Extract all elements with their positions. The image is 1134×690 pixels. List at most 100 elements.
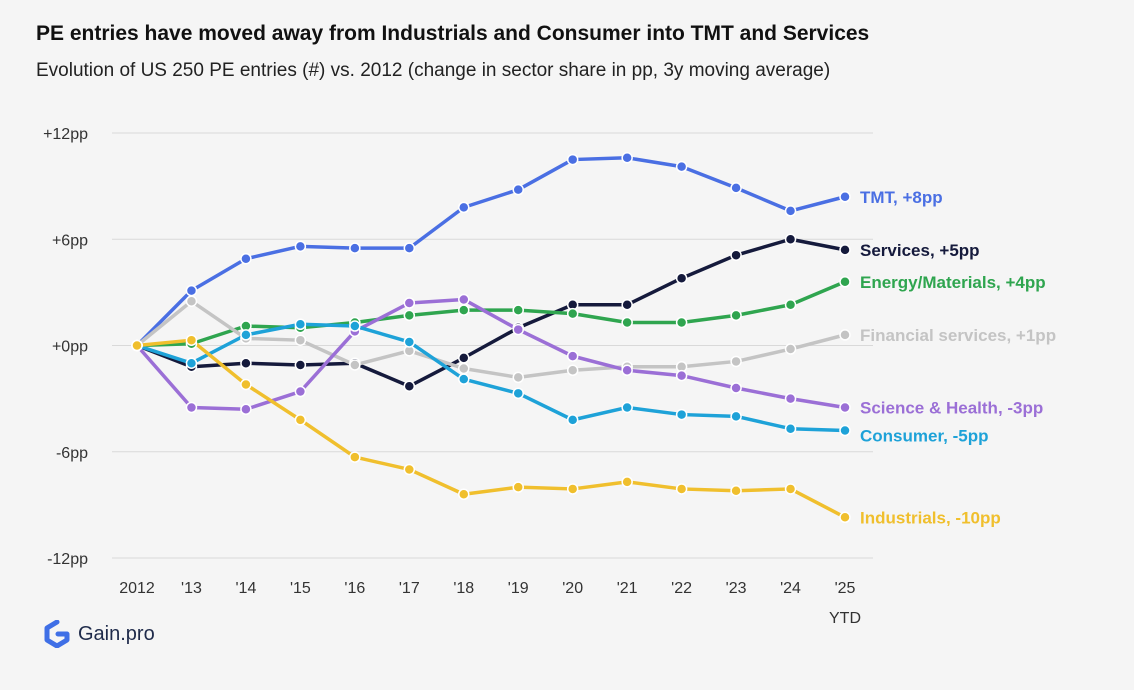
data-point xyxy=(839,191,851,203)
chart-title: PE entries have moved away from Industri… xyxy=(36,22,870,45)
series-line xyxy=(135,280,847,348)
brand-logo: Gain.pro xyxy=(44,620,155,648)
y-tick-label: -12pp xyxy=(47,551,88,568)
data-point xyxy=(458,373,470,385)
data-point xyxy=(621,316,633,329)
x-tick-label: '24 xyxy=(780,580,801,597)
data-point xyxy=(458,293,470,306)
data-point xyxy=(839,511,851,524)
data-point xyxy=(240,252,252,265)
series-label: Consumer, -5pp xyxy=(860,426,988,445)
data-point xyxy=(675,483,688,495)
data-point xyxy=(403,336,416,348)
data-point xyxy=(185,295,198,307)
data-point xyxy=(403,380,416,392)
data-point xyxy=(621,152,633,164)
data-point xyxy=(730,249,742,261)
x-tick-label: 2012 xyxy=(119,580,155,597)
chart-subtitle: Evolution of US 250 PE entries (#) vs. 2… xyxy=(36,60,831,81)
x-tick-label: '20 xyxy=(562,580,583,597)
data-point xyxy=(403,309,416,322)
data-point xyxy=(185,284,198,297)
series-line xyxy=(135,299,847,380)
data-point xyxy=(621,299,633,311)
brand-name: Gain.pro xyxy=(78,622,155,645)
data-point xyxy=(512,304,524,316)
data-point xyxy=(458,488,470,500)
gain-pro-logo-icon xyxy=(44,620,70,648)
data-point xyxy=(675,160,688,173)
data-point xyxy=(675,316,688,329)
data-point xyxy=(349,451,361,463)
data-point xyxy=(784,392,797,405)
data-point xyxy=(730,182,742,194)
series-label: Science & Health, -3pp xyxy=(860,398,1043,417)
data-point xyxy=(675,272,688,284)
data-point xyxy=(730,309,742,322)
series-label: Industrials, -10pp xyxy=(860,508,1001,527)
data-point xyxy=(784,422,797,435)
data-point xyxy=(730,355,742,368)
data-point xyxy=(784,299,797,311)
data-point xyxy=(131,339,143,352)
data-point xyxy=(185,334,198,346)
data-point xyxy=(566,350,579,362)
series-label: Services, +5pp xyxy=(860,241,980,260)
series-label: Financial services, +1pp xyxy=(860,326,1056,345)
series-line xyxy=(135,338,847,520)
x-tick-label: '14 xyxy=(235,580,256,597)
data-point xyxy=(240,329,252,341)
data-point xyxy=(839,424,851,437)
series-line xyxy=(135,297,847,411)
data-point xyxy=(730,382,742,394)
x-tick-label: '19 xyxy=(508,580,529,597)
data-point xyxy=(784,343,797,355)
data-point xyxy=(675,408,688,421)
y-tick-label: -6pp xyxy=(56,445,88,462)
x-tick-label: '23 xyxy=(726,580,747,597)
x-tick-label: '18 xyxy=(453,580,474,597)
data-point xyxy=(566,153,579,166)
data-point xyxy=(621,364,633,377)
data-point xyxy=(512,371,524,384)
data-point xyxy=(784,233,797,245)
data-point xyxy=(839,244,851,256)
data-point xyxy=(784,205,797,217)
data-point xyxy=(458,352,470,364)
data-point xyxy=(512,481,524,493)
x-tick-label: '15 xyxy=(290,580,311,597)
data-point xyxy=(294,318,307,330)
y-tick-label: +6pp xyxy=(52,232,88,249)
data-point xyxy=(730,484,742,497)
data-point xyxy=(458,304,470,316)
data-point xyxy=(294,240,307,253)
data-point xyxy=(240,403,252,415)
x-tick-label: '17 xyxy=(399,580,420,597)
series-label: Energy/Materials, +4pp xyxy=(860,273,1046,292)
data-point xyxy=(294,414,307,426)
data-point xyxy=(566,364,579,377)
data-point xyxy=(512,387,524,400)
x-tick-note: YTD xyxy=(829,610,861,627)
data-point xyxy=(294,334,307,346)
data-point xyxy=(839,276,851,288)
data-point xyxy=(403,242,416,254)
data-point xyxy=(839,329,851,341)
data-point xyxy=(675,369,688,382)
data-point xyxy=(349,359,361,371)
x-tick-label: '21 xyxy=(617,580,638,597)
data-point xyxy=(621,476,633,488)
series-line xyxy=(135,156,847,348)
data-point xyxy=(294,385,307,398)
data-point xyxy=(621,401,633,414)
x-tick-label: '25 xyxy=(835,580,856,597)
data-point xyxy=(403,463,416,476)
data-point xyxy=(566,414,579,426)
data-point xyxy=(730,410,742,423)
data-point xyxy=(566,483,579,495)
data-point xyxy=(349,320,361,332)
data-point xyxy=(566,307,579,320)
y-tick-label: +0pp xyxy=(52,339,88,356)
data-point xyxy=(458,201,470,214)
